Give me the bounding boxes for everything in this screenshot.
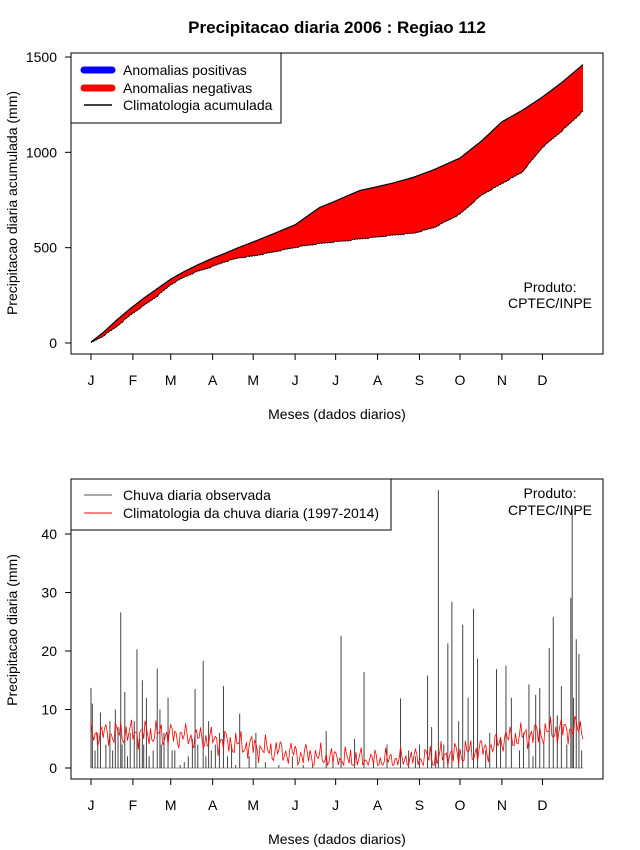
- observed-accumulated-line: [90, 110, 584, 344]
- x-tick-label: O: [455, 372, 466, 388]
- chart-title: Precipitacao diaria 2006 : Regiao 112: [188, 18, 486, 37]
- x-tick-label: A: [373, 797, 383, 813]
- x-axis-label: Meses (dados diarios): [268, 406, 406, 422]
- observed-bars-group: [90, 490, 583, 769]
- y-tick-label: 1000: [26, 144, 57, 160]
- y-tick-label: 20: [41, 643, 57, 659]
- y-tick-label: 40: [41, 526, 57, 542]
- legend-label-positive: Anomalias positivas: [123, 62, 247, 78]
- y-tick-label: 10: [41, 702, 57, 718]
- x-tick-label: A: [208, 797, 218, 813]
- x-tick-label: M: [247, 797, 259, 813]
- y-axis: 0 10 20 30 40: [41, 526, 72, 776]
- x-tick-label: D: [537, 372, 547, 388]
- x-tick-label: S: [415, 372, 424, 388]
- legend-label-negative: Anomalias negativas: [123, 80, 252, 96]
- x-tick-label: J: [88, 797, 95, 813]
- product-source: CPTEC/INPE: [508, 295, 592, 311]
- legend-label-climatology: Climatologia da chuva diaria (1997-2014): [123, 505, 379, 521]
- x-tick-label: F: [129, 372, 138, 388]
- climatology-accumulated-line: [90, 64, 584, 343]
- y-axis: 0 500 1000 1500: [26, 49, 72, 351]
- x-tick-label: A: [373, 372, 383, 388]
- x-tick-label: F: [129, 797, 138, 813]
- x-axis-label: Meses (dados diarios): [268, 831, 406, 847]
- x-tick-label: J: [292, 797, 299, 813]
- y-tick-label: 0: [49, 760, 57, 776]
- x-tick-label: M: [165, 372, 177, 388]
- negative-anomaly-area: [91, 64, 583, 343]
- y-axis-label: Precipitacao diaria (mm): [4, 554, 20, 706]
- legend: Chuva diaria observada Climatologia da c…: [70, 478, 392, 531]
- y-tick-label: 30: [41, 585, 57, 601]
- x-tick-label: J: [88, 372, 95, 388]
- cumulative-precipitation-panel: 0 500 1000 1500 J F M A M J J A S O N D Precipitacao d…: [4, 49, 604, 422]
- x-tick-label: O: [455, 797, 466, 813]
- y-axis-label: Precipitacao diaria acumulada (mm): [4, 91, 20, 315]
- x-tick-label: A: [208, 372, 218, 388]
- y-tick-label: 1500: [26, 49, 57, 65]
- x-tick-label: J: [332, 372, 339, 388]
- x-tick-label: J: [332, 797, 339, 813]
- daily-precipitation-panel: 0 10 20 30 40 J F M A M J J A S O N D Precipitacao diar…: [4, 478, 604, 847]
- legend-label-climatology: Climatologia acumulada: [123, 97, 273, 113]
- x-tick-label: D: [537, 797, 547, 813]
- product-source: CPTEC/INPE: [508, 502, 592, 518]
- x-tick-label: M: [165, 797, 177, 813]
- x-tick-label: N: [497, 797, 507, 813]
- y-tick-label: 500: [34, 240, 58, 256]
- legend: Anomalias positivas Anomalias negativas …: [70, 52, 282, 124]
- x-tick-label: M: [247, 372, 259, 388]
- legend-label-observed: Chuva diaria observada: [123, 487, 271, 503]
- anomaly-area-group: [90, 64, 584, 344]
- x-tick-label: S: [415, 797, 424, 813]
- x-tick-label: N: [497, 372, 507, 388]
- y-tick-label: 0: [49, 335, 57, 351]
- x-tick-label: J: [292, 372, 299, 388]
- legend-box: [70, 478, 392, 531]
- product-label: Produto:: [524, 485, 577, 501]
- product-label: Produto:: [524, 279, 577, 295]
- climatology-line: [90, 715, 584, 767]
